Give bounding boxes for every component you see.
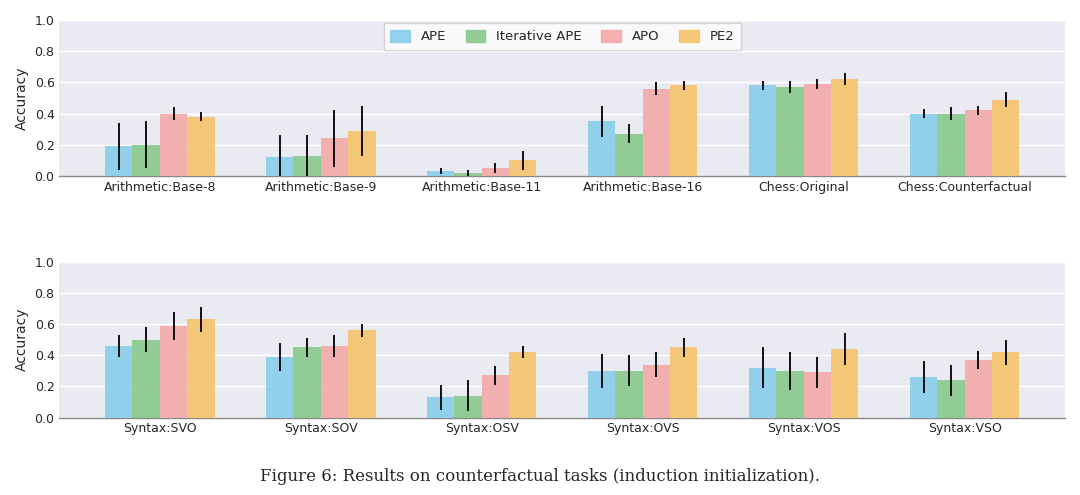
Legend: APE, Iterative APE, APO, PE2: APE, Iterative APE, APO, PE2: [383, 23, 741, 50]
Bar: [187, 319, 215, 418]
Bar: [588, 371, 616, 418]
Bar: [777, 87, 804, 176]
Bar: [616, 371, 643, 418]
Bar: [804, 84, 831, 176]
Bar: [909, 377, 937, 418]
Y-axis label: Accuracy: Accuracy: [15, 308, 29, 371]
Bar: [348, 131, 376, 176]
Bar: [160, 326, 187, 418]
Bar: [937, 113, 964, 176]
Bar: [643, 89, 670, 176]
Bar: [748, 86, 777, 176]
Bar: [294, 347, 321, 418]
Bar: [105, 147, 133, 176]
Bar: [105, 346, 133, 418]
Bar: [748, 368, 777, 418]
Bar: [670, 86, 698, 176]
Bar: [937, 380, 964, 418]
Bar: [804, 372, 831, 418]
Bar: [509, 352, 537, 418]
Bar: [348, 330, 376, 418]
Bar: [455, 396, 482, 418]
Bar: [482, 376, 509, 418]
Bar: [266, 157, 294, 176]
Bar: [909, 113, 937, 176]
Bar: [427, 397, 455, 418]
Y-axis label: Accuracy: Accuracy: [15, 66, 29, 130]
Bar: [294, 155, 321, 176]
Bar: [991, 99, 1020, 176]
Bar: [133, 145, 160, 176]
Bar: [964, 360, 991, 418]
Bar: [455, 173, 482, 176]
Bar: [187, 117, 215, 176]
Text: Figure 6: Results on counterfactual tasks (induction initialization).: Figure 6: Results on counterfactual task…: [260, 468, 820, 485]
Bar: [616, 134, 643, 176]
Bar: [831, 79, 859, 176]
Bar: [266, 357, 294, 418]
Bar: [964, 110, 991, 176]
Bar: [509, 160, 537, 176]
Bar: [321, 139, 348, 176]
Bar: [133, 340, 160, 418]
Bar: [777, 371, 804, 418]
Bar: [991, 352, 1020, 418]
Bar: [321, 346, 348, 418]
Bar: [588, 121, 616, 176]
Bar: [427, 171, 455, 176]
Bar: [670, 347, 698, 418]
Bar: [160, 113, 187, 176]
Bar: [831, 349, 859, 418]
Bar: [482, 168, 509, 176]
Bar: [643, 365, 670, 418]
